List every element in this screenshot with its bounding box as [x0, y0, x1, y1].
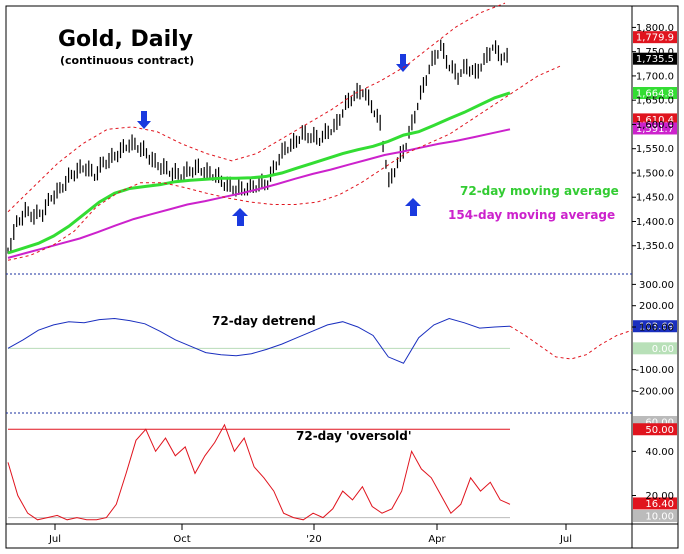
- price-flag: [633, 342, 677, 355]
- price-flag: [633, 113, 677, 126]
- oversold-title-backdrop: [292, 427, 404, 443]
- series-line-detrend-projection: [509, 325, 633, 360]
- series-line-72-day-moving-average: [7, 91, 511, 255]
- y-tick-label: 1,550.0: [636, 144, 674, 155]
- x-tick-label: Oct: [173, 534, 190, 545]
- price-flag-label: 1,735.5: [636, 54, 674, 65]
- y-tick-label: 1,450.0: [636, 193, 674, 204]
- series-line-72-day-detrend: [7, 317, 511, 364]
- price-flag-label: 1,779.9: [636, 33, 674, 44]
- y-tick-label: 1,800.0: [636, 23, 674, 34]
- axis-labels: 1,800.0 1,750.0 1,700.0 1,650.0 1,600.0 1,550…: [48, 23, 674, 545]
- plot-layer: [7, 2, 633, 521]
- price-flag-label: 0.00: [652, 344, 674, 355]
- y-tick-label: 1,350.0: [636, 241, 674, 252]
- price-flag-label: 1,591.7: [636, 124, 674, 135]
- y-tick-label: 200.00: [639, 301, 674, 312]
- y-tick-label: 1,500.0: [636, 168, 674, 179]
- chart-subtitle: (continuous contract): [60, 54, 194, 67]
- y-tick-label: 1,750.0: [636, 47, 674, 58]
- annotation-72-day-ma: 72-day moving average: [460, 184, 619, 198]
- price-flag: [633, 31, 677, 44]
- series-line-72-day-oversold: [7, 423, 511, 521]
- y-tick-label: 40.00: [645, 447, 674, 458]
- price-flag-label: 60.00: [645, 418, 674, 429]
- price-flag: [633, 52, 677, 65]
- series-line-lower-band: [7, 65, 561, 261]
- series-line-154-day-moving-average: [7, 128, 511, 259]
- x-tick-label: Jul: [559, 534, 572, 545]
- y-tick-label: -200.00: [635, 386, 674, 397]
- y-tick-label: 1,400.0: [636, 217, 674, 228]
- y-tick-label: 1,650.0: [636, 96, 674, 107]
- price-flag: [633, 320, 677, 333]
- price-flag-label: 16.40: [645, 499, 674, 510]
- price-flags: 1,779.9 1,735.5 1,664.8 1,610.41,591.7 103.6…: [633, 31, 677, 523]
- chart-title: Gold, Daily: [58, 27, 193, 52]
- detrend-panel-title: 72-day detrend: [212, 314, 316, 328]
- cycle-arrows: [137, 54, 421, 226]
- up-arrow-icon: [405, 198, 421, 216]
- x-tick-label: '20: [306, 534, 321, 545]
- price-flag-label: 1,664.8: [636, 89, 674, 100]
- x-tick-label: Apr: [428, 534, 446, 545]
- price-flag-label: 50.00: [645, 425, 674, 436]
- price-flag: [633, 423, 677, 436]
- y-tick-label: 100.00: [639, 323, 674, 334]
- down-arrow-icon: [396, 54, 410, 72]
- y-tick-label: 300.00: [639, 280, 674, 291]
- oversold-panel-title: 72-day 'oversold': [296, 429, 412, 443]
- price-flag-label: 103.69: [639, 322, 674, 333]
- price-bars: [7, 39, 508, 254]
- up-arrow-icon: [232, 208, 248, 226]
- y-tick-label: 1,700.0: [636, 71, 674, 82]
- price-flag: [633, 510, 677, 522]
- series-line-upper-band: [7, 2, 506, 213]
- price-flag: [633, 87, 677, 100]
- x-axis-panel: [5, 523, 633, 549]
- down-arrow-icon: [137, 111, 151, 129]
- y-tick-label: -100.00: [635, 365, 674, 376]
- plot-frame: [5, 5, 633, 525]
- price-flag-label: 10.00: [645, 512, 674, 523]
- annotation-154-day-ma: 154-day moving average: [448, 208, 615, 222]
- y-tick-label: 1,600.0: [636, 120, 674, 131]
- x-tick-label: Jul: [48, 534, 61, 545]
- price-flag: [633, 497, 677, 510]
- price-flag: [633, 122, 677, 135]
- price-flag-label: 1,610.4: [636, 115, 674, 126]
- y-tick-label: 20.00: [645, 491, 674, 502]
- corner-box: [631, 523, 679, 549]
